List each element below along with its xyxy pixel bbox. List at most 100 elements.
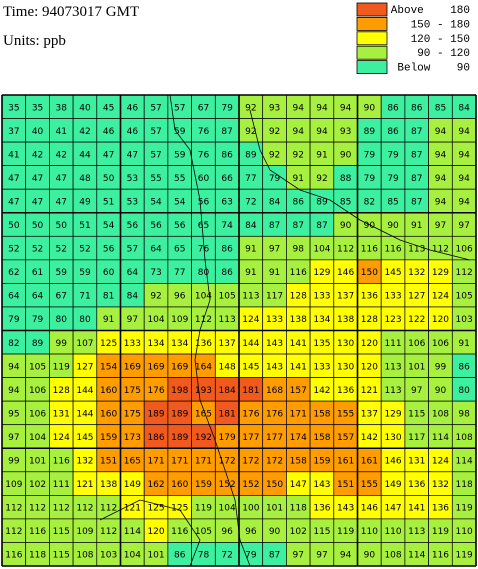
cell-value: 89: [32, 339, 44, 349]
cell-value: 119: [195, 504, 212, 514]
cell-value: 110: [361, 527, 378, 537]
cell-value: 112: [29, 504, 46, 514]
cell-value: 162: [147, 480, 164, 490]
cell-value: 134: [313, 315, 330, 325]
cell-value: 147: [384, 504, 401, 514]
cell-value: 94: [435, 150, 447, 160]
cell-value: 113: [219, 315, 236, 325]
legend-swatch: [356, 45, 388, 60]
cell-value: 76: [198, 150, 210, 160]
cell-value: 94: [340, 551, 352, 561]
cell-value: 102: [290, 527, 307, 537]
cell-value: 98: [458, 409, 470, 419]
cell-value: 120: [361, 362, 378, 372]
cell-value: 71: [79, 292, 90, 302]
cell-value: 138: [100, 480, 117, 490]
legend-swatch: [356, 31, 388, 46]
cell-value: 87: [411, 150, 422, 160]
cell-value: 115: [313, 527, 330, 537]
cell-value: 175: [124, 386, 141, 396]
cell-value: 54: [174, 197, 186, 207]
cell-value: 155: [337, 409, 354, 419]
cell-value: 127: [76, 362, 93, 372]
cell-value: 65: [198, 221, 209, 231]
cell-value: 87: [411, 127, 422, 137]
cell-value: 120: [361, 339, 378, 349]
cell-value: 125: [147, 504, 164, 514]
cell-value: 87: [269, 221, 280, 231]
cell-value: 37: [8, 127, 19, 137]
cell-value: 101: [29, 457, 46, 467]
cell-value: 108: [76, 551, 93, 561]
cell-value: 144: [76, 386, 93, 396]
cell-value: 176: [147, 386, 164, 396]
cell-value: 89: [316, 197, 328, 207]
cell-value: 50: [8, 221, 20, 231]
cell-value: 84: [245, 221, 257, 231]
cell-value: 47: [127, 150, 138, 160]
cell-value: 106: [456, 245, 473, 255]
cell-value: 102: [29, 480, 46, 490]
cell-value: 64: [150, 245, 162, 255]
cell-value: 141: [408, 504, 425, 514]
cell-value: 98: [293, 245, 305, 255]
cell-value: 125: [100, 339, 117, 349]
cell-value: 131: [408, 457, 425, 467]
cell-value: 85: [387, 197, 398, 207]
cell-value: 117: [266, 292, 283, 302]
cell-value: 114: [456, 457, 473, 467]
cell-value: 141: [290, 362, 307, 372]
cell-value: 57: [150, 127, 161, 137]
cell-value: 56: [127, 221, 139, 231]
cell-value: 112: [432, 245, 449, 255]
cell-value: 59: [174, 127, 186, 137]
cell-value: 82: [364, 197, 375, 207]
cell-value: 97: [269, 245, 280, 255]
cell-value: 97: [411, 386, 422, 396]
cell-value: 101: [408, 362, 425, 372]
cell-value: 165: [124, 457, 141, 467]
cell-value: 142: [361, 433, 378, 443]
cell-value: 91: [269, 268, 280, 278]
cell-value: 46: [127, 127, 139, 137]
cell-value: 94: [8, 362, 20, 372]
cell-value: 94: [435, 127, 447, 137]
cell-value: 35: [8, 103, 19, 113]
cell-value: 91: [103, 315, 114, 325]
cell-value: 86: [411, 103, 423, 113]
cell-value: 117: [408, 433, 425, 443]
cell-value: 46: [127, 103, 139, 113]
legend-label: 150 - 180: [411, 19, 470, 31]
legend-label: 120 - 150: [411, 34, 470, 46]
cell-value: 104: [313, 245, 330, 255]
cell-value: 80: [56, 315, 68, 325]
cell-value: 79: [245, 551, 257, 561]
cell-value: 61: [32, 268, 43, 278]
cell-value: 144: [242, 339, 259, 349]
legend: Above 180 150 - 180 120 - 150 90 - 120 Below…: [356, 2, 470, 75]
cell-value: 96: [174, 292, 186, 302]
cell-value: 113: [408, 527, 425, 537]
cell-value: 160: [171, 480, 188, 490]
cell-value: 145: [242, 362, 259, 372]
cell-value: 91: [293, 174, 304, 184]
cell-value: 78: [198, 551, 210, 561]
cell-value: 55: [150, 174, 161, 184]
cell-value: 92: [150, 292, 161, 302]
cell-value: 55: [174, 174, 185, 184]
cell-value: 159: [100, 433, 117, 443]
cell-value: 94: [8, 386, 20, 396]
cell-value: 136: [408, 480, 425, 490]
cell-value: 93: [269, 103, 280, 113]
cell-value: 111: [384, 339, 401, 349]
cell-value: 177: [242, 433, 259, 443]
cell-value: 119: [456, 551, 473, 561]
cell-value: 152: [219, 480, 236, 490]
cell-value: 47: [32, 197, 43, 207]
cell-value: 134: [171, 339, 188, 349]
cell-value: 146: [337, 268, 354, 278]
cell-value: 82: [8, 339, 19, 349]
cell-value: 116: [361, 245, 378, 255]
cell-value: 104: [29, 433, 46, 443]
cell-value: 146: [361, 504, 378, 514]
